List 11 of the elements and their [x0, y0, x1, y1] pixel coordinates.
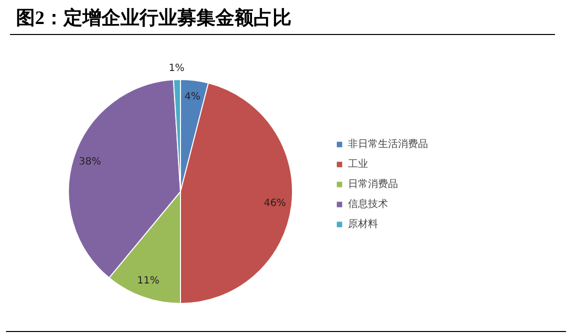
chart-title: 图2：定增企业行业募集金额占比: [16, 6, 292, 31]
legend-label: 信息技术: [348, 198, 388, 211]
legend-label: 原材料: [348, 218, 378, 231]
data-label: 11%: [137, 276, 160, 287]
legend-label: 非日常生活消费品: [348, 138, 428, 151]
data-label: 38%: [78, 156, 102, 168]
data-label: 46%: [264, 198, 286, 209]
data-label: 4%: [184, 92, 200, 103]
legend-label: 日常消费品: [348, 178, 398, 191]
legend-label: 工业: [348, 158, 368, 171]
data-label: 1%: [168, 62, 185, 74]
